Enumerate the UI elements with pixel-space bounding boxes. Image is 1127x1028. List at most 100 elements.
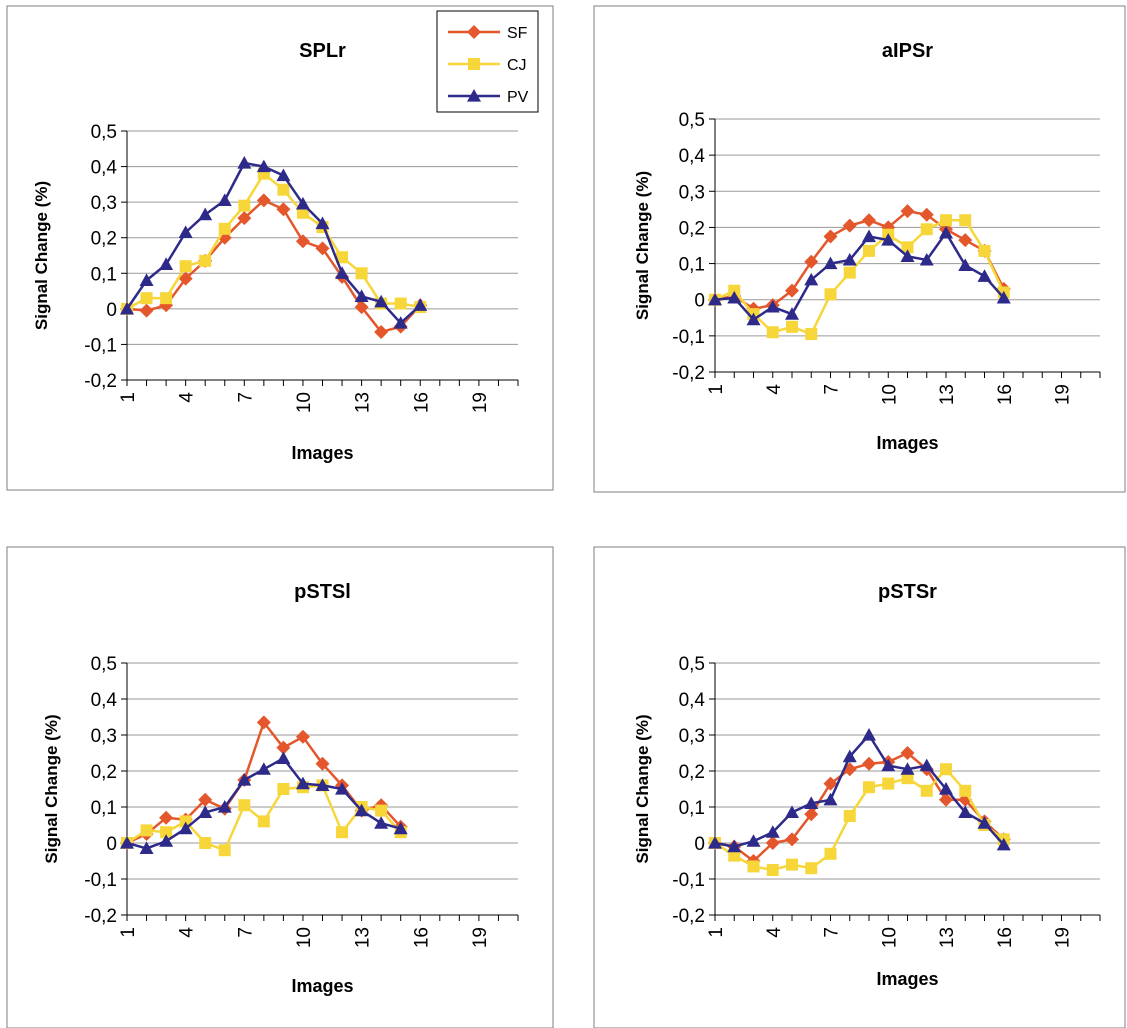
x-tick-label: 7 bbox=[822, 384, 843, 395]
series-pv bbox=[708, 728, 1011, 853]
y-tick-label: 0,4 bbox=[91, 690, 118, 711]
legend-marker bbox=[467, 25, 481, 39]
y-tick-label: 0,4 bbox=[679, 690, 706, 711]
data-point bbox=[295, 729, 310, 744]
data-point bbox=[842, 252, 857, 266]
data-point bbox=[413, 298, 428, 311]
data-point bbox=[766, 326, 779, 339]
data-point bbox=[374, 324, 389, 339]
data-point bbox=[785, 832, 799, 847]
series-pv bbox=[120, 156, 428, 329]
y-tick-label: 0,5 bbox=[679, 654, 705, 675]
data-point bbox=[900, 249, 915, 262]
data-point bbox=[996, 837, 1011, 851]
data-point bbox=[315, 241, 330, 256]
y-tick-label: 0,5 bbox=[679, 110, 705, 131]
data-point bbox=[295, 234, 310, 249]
x-tick-label: 4 bbox=[177, 392, 198, 403]
data-point bbox=[237, 211, 252, 226]
series-pv bbox=[708, 225, 1011, 326]
data-point bbox=[295, 776, 310, 790]
data-point bbox=[881, 233, 896, 246]
y-tick-label: 0,4 bbox=[679, 146, 706, 167]
data-point bbox=[708, 836, 722, 849]
data-point bbox=[786, 320, 798, 333]
data-point bbox=[940, 763, 952, 776]
x-tick-label: 16 bbox=[411, 927, 432, 948]
data-point bbox=[842, 218, 857, 233]
data-point bbox=[843, 810, 856, 822]
series-line bbox=[714, 733, 1005, 848]
data-point bbox=[766, 864, 779, 876]
x-tick-label: 10 bbox=[879, 384, 900, 405]
data-point bbox=[120, 836, 134, 849]
y-tick-label: 0,2 bbox=[679, 218, 705, 239]
y-tick-label: 0,5 bbox=[91, 654, 117, 675]
data-point bbox=[747, 860, 760, 873]
x-tick-label: 13 bbox=[937, 384, 958, 405]
y-tick-label: 0,2 bbox=[679, 762, 705, 783]
data-point bbox=[765, 299, 780, 313]
y-tick-label: -0,1 bbox=[84, 335, 117, 356]
data-point bbox=[160, 826, 173, 839]
x-tick-label: 10 bbox=[294, 392, 315, 413]
data-point bbox=[728, 284, 741, 297]
series-pv bbox=[120, 751, 408, 854]
x-tick-label: 10 bbox=[294, 927, 315, 948]
y-tick-label: 0 bbox=[694, 291, 705, 312]
data-point bbox=[843, 266, 856, 279]
data-point bbox=[920, 784, 933, 797]
y-tick-label: 0,2 bbox=[91, 229, 117, 250]
data-point bbox=[900, 204, 915, 219]
data-point bbox=[199, 837, 212, 849]
x-tick-label: 16 bbox=[995, 927, 1016, 948]
data-point bbox=[785, 805, 799, 818]
data-point bbox=[823, 256, 838, 270]
y-tick-label: -0,2 bbox=[672, 363, 705, 384]
data-point bbox=[256, 159, 271, 173]
legend-marker bbox=[468, 58, 480, 70]
series-line bbox=[126, 199, 422, 334]
data-point bbox=[179, 260, 192, 273]
data-point bbox=[901, 772, 914, 785]
data-point bbox=[198, 207, 213, 221]
data-point bbox=[256, 715, 271, 730]
x-tick-label: 4 bbox=[177, 927, 198, 938]
x-axis-label: Images bbox=[876, 433, 938, 453]
data-point bbox=[958, 233, 973, 248]
data-point bbox=[804, 807, 819, 822]
data-point bbox=[276, 202, 291, 217]
data-point bbox=[238, 199, 251, 212]
data-point bbox=[374, 294, 389, 308]
legend-label: SF bbox=[507, 25, 528, 42]
data-point bbox=[198, 792, 213, 807]
x-tick-label: 19 bbox=[470, 392, 491, 413]
data-point bbox=[178, 225, 193, 238]
x-axis-label: Images bbox=[291, 443, 353, 463]
data-point bbox=[959, 784, 972, 797]
y-tick-label: -0,1 bbox=[672, 327, 705, 348]
data-point bbox=[336, 251, 349, 264]
y-axis-label: Signal Change (%) bbox=[32, 181, 51, 330]
x-tick-label: 19 bbox=[1053, 927, 1074, 948]
data-point bbox=[179, 815, 192, 828]
data-point bbox=[178, 821, 193, 835]
data-point bbox=[139, 273, 154, 286]
data-point bbox=[727, 839, 742, 853]
data-point bbox=[256, 762, 271, 775]
data-point bbox=[394, 297, 407, 310]
data-point bbox=[276, 740, 291, 755]
series-line bbox=[126, 172, 421, 310]
chart-title: aIPSr bbox=[882, 40, 933, 62]
data-point bbox=[237, 156, 252, 169]
data-point bbox=[708, 292, 722, 306]
x-tick-label: 7 bbox=[822, 927, 843, 938]
series-line bbox=[125, 161, 422, 325]
x-axis-label: Images bbox=[876, 969, 938, 989]
data-point bbox=[393, 821, 408, 835]
data-point bbox=[804, 796, 819, 809]
data-point bbox=[727, 290, 742, 304]
x-tick-label: 13 bbox=[353, 927, 374, 948]
data-point bbox=[765, 825, 780, 838]
data-point bbox=[862, 728, 876, 741]
